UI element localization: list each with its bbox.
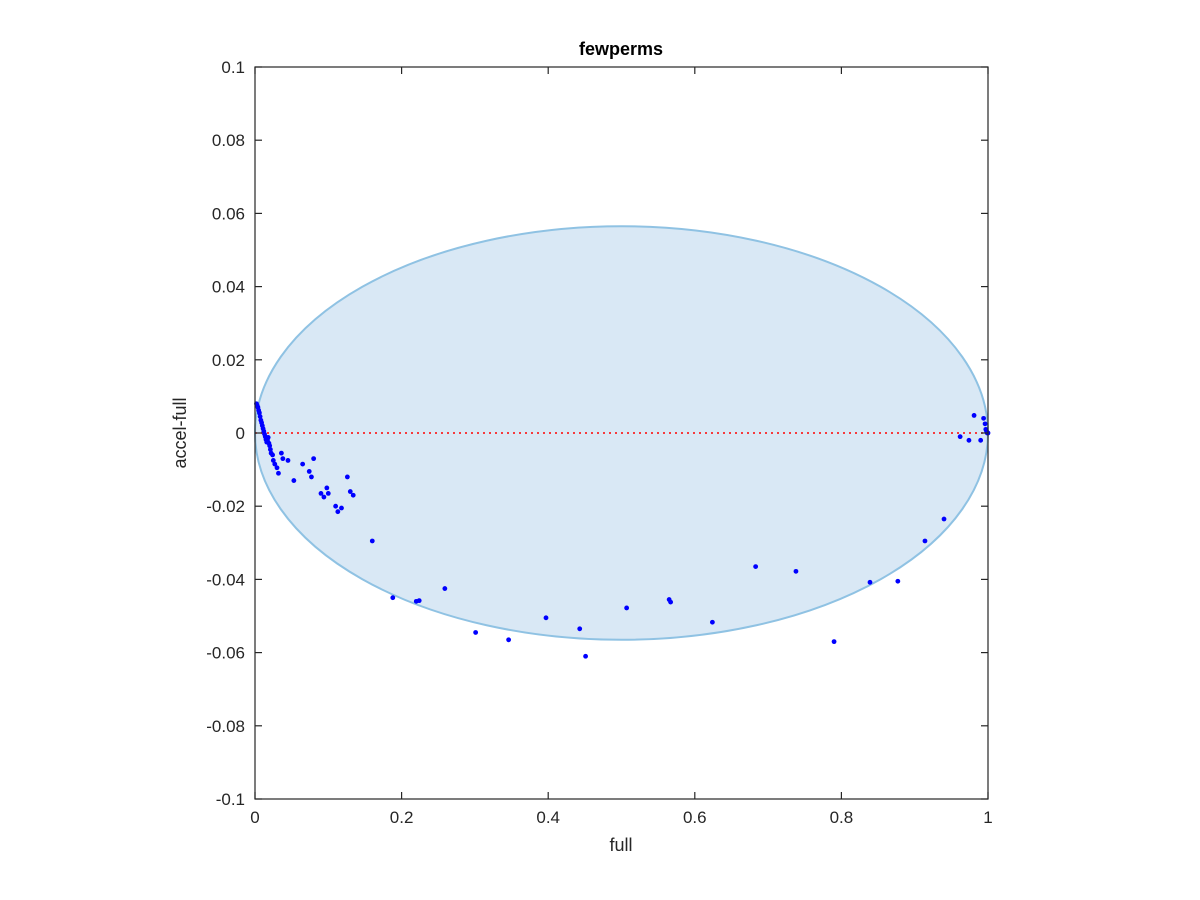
data-point: [344, 474, 350, 480]
x-tick-label: 0.8: [830, 808, 854, 827]
y-tick-label: -0.04: [206, 570, 245, 589]
data-point: [309, 474, 314, 480]
data-point: [624, 605, 630, 611]
data-point: [966, 437, 972, 443]
y-tick-label: 0.1: [221, 58, 245, 77]
data-point: [270, 458, 276, 463]
y-tick-label: 0.04: [212, 278, 245, 297]
y-axis-label: accel-full: [170, 397, 190, 468]
data-point: [583, 653, 588, 659]
data-point: [793, 568, 799, 574]
data-point: [442, 586, 448, 591]
data-point: [256, 410, 262, 416]
x-tick-label: 0.4: [536, 808, 560, 827]
chart-title: fewperms: [579, 39, 663, 59]
y-tick-label: 0.06: [212, 204, 245, 223]
data-point: [753, 564, 759, 569]
y-tick-label: 0.02: [212, 351, 245, 370]
data-point: [267, 447, 273, 452]
data-point: [668, 599, 674, 605]
data-point: [350, 492, 356, 498]
data-point: [306, 469, 312, 474]
data-point: [506, 637, 512, 643]
data-point: [981, 415, 987, 421]
data-point: [369, 538, 375, 544]
data-point: [335, 509, 341, 515]
data-point: [276, 470, 281, 476]
data-point: [473, 630, 479, 635]
x-axis-ticks: 0 0.2 0.4 0.6 0.8 1: [250, 67, 993, 827]
data-point: [265, 434, 271, 440]
y-tick-label: 0: [236, 424, 245, 443]
data-point: [339, 505, 344, 511]
data-point: [324, 485, 330, 491]
y-tick-label: -0.02: [206, 497, 245, 516]
x-tick-label: 0.6: [683, 808, 707, 827]
data-point: [272, 461, 278, 467]
data-point: [321, 494, 327, 500]
data-point: [325, 490, 331, 496]
y-tick-label: -0.08: [206, 717, 245, 736]
data-point: [274, 465, 280, 471]
data-point: [922, 538, 928, 544]
points-layer: [254, 401, 991, 659]
data-point: [390, 595, 396, 601]
data-point: [577, 626, 583, 632]
data-point: [257, 414, 263, 419]
data-point: [831, 639, 837, 645]
data-point: [280, 456, 286, 462]
x-tick-label: 0.2: [390, 808, 414, 827]
y-axis-ticks: -0.1 -0.08 -0.06 -0.04 -0.02 0 0.02 0.04 0.06 0.0…: [206, 58, 988, 809]
x-tick-label: 0: [250, 808, 259, 827]
data-point: [270, 452, 275, 458]
data-point: [543, 615, 549, 621]
x-tick-label: 1: [983, 808, 992, 827]
data-point: [709, 619, 715, 625]
data-point: [318, 490, 324, 496]
data-point: [311, 456, 317, 462]
data-point: [971, 413, 977, 418]
data-point: [300, 461, 306, 467]
y-tick-label: -0.06: [206, 644, 245, 663]
data-point: [267, 443, 273, 449]
data-point: [285, 458, 291, 463]
data-point: [982, 421, 988, 427]
data-point: [278, 450, 284, 456]
y-tick-label: -0.1: [216, 790, 245, 809]
data-point: [895, 578, 901, 584]
y-tick-label: 0.08: [212, 131, 245, 150]
data-point: [416, 598, 422, 604]
x-axis-label: full: [609, 835, 632, 855]
data-point: [941, 516, 947, 522]
data-point: [347, 489, 353, 494]
data-point: [867, 579, 873, 585]
data-point: [291, 478, 297, 483]
data-point: [957, 434, 963, 440]
data-point: [978, 437, 984, 443]
data-point: [333, 503, 339, 509]
